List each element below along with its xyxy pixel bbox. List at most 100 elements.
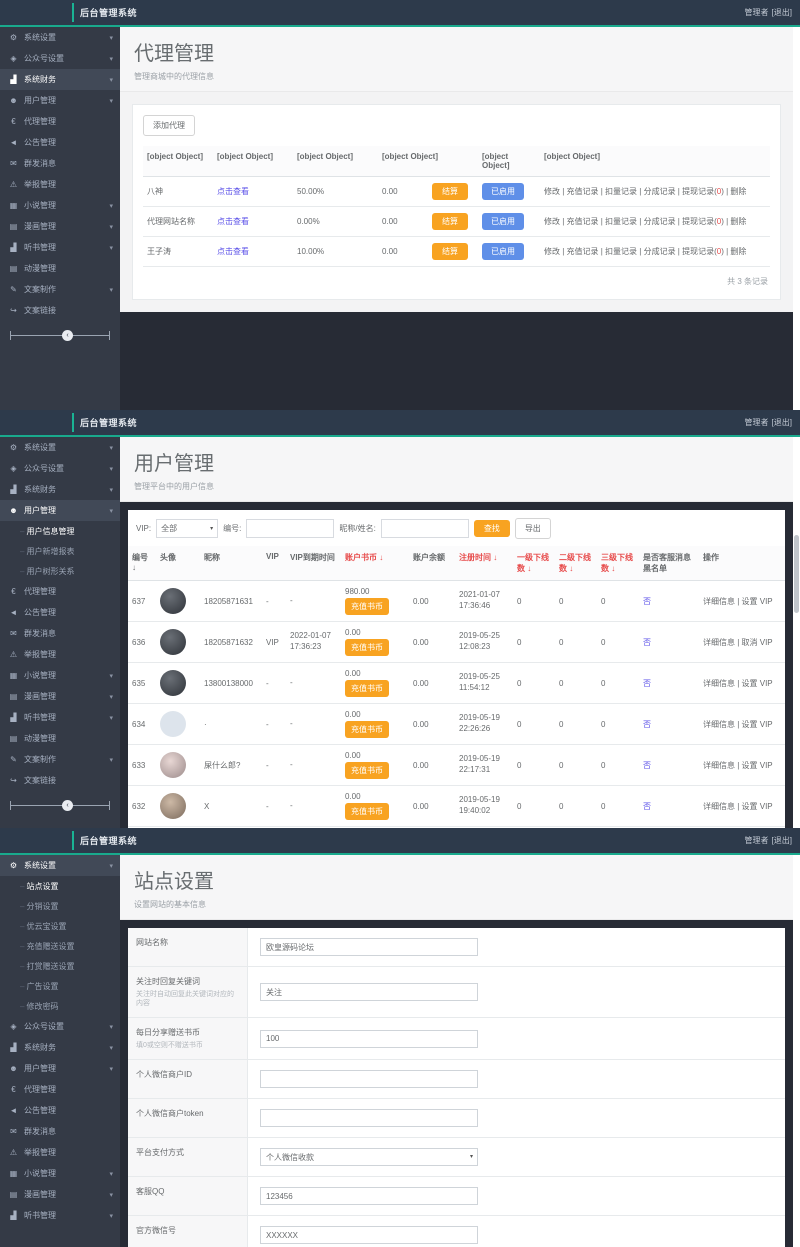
sidebar-item[interactable]: ✎ 文案制作 ▾ bbox=[0, 279, 120, 300]
sidebar-item[interactable]: ▦ 小说管理 ▾ bbox=[0, 1163, 120, 1184]
agent-action-links-tail[interactable]: ) | 删除 bbox=[721, 217, 747, 226]
sidebar-item[interactable]: 广告设置 bbox=[0, 976, 120, 996]
agent-action-links-tail[interactable]: ) | 删除 bbox=[721, 187, 747, 196]
user-action-links[interactable]: 详细信息 | 设置 VIP bbox=[703, 678, 773, 688]
sidebar-item[interactable]: ✎ 文案制作 ▾ bbox=[0, 749, 120, 770]
sidebar-item[interactable]: ▦ 小说管理 ▾ bbox=[0, 665, 120, 686]
view-qrcode-link[interactable]: 点击查看 bbox=[217, 217, 249, 226]
sidebar-item[interactable]: ◄ 公告管理 bbox=[0, 602, 120, 623]
sidebar-item[interactable]: ▟ 听书管理 ▾ bbox=[0, 237, 120, 258]
sidebar-item[interactable]: 站点设置 bbox=[0, 876, 120, 896]
sidebar-item[interactable]: ☻ 用户管理 ▾ bbox=[0, 1058, 120, 1079]
sidebar-item[interactable]: ⚙ 系统设置 ▾ bbox=[0, 27, 120, 48]
sidebar-item[interactable]: ⚠ 举报管理 bbox=[0, 1142, 120, 1163]
sidebar-item[interactable]: ⚠ 举报管理 bbox=[0, 644, 120, 665]
field-input[interactable] bbox=[260, 1148, 478, 1167]
sidebar-item[interactable]: ▦ 小说管理 ▾ bbox=[0, 195, 120, 216]
sidebar-item[interactable]: ✉ 群发消息 bbox=[0, 153, 120, 174]
field-input[interactable] bbox=[260, 1070, 478, 1089]
sidebar-item[interactable]: 充值赠送设置 bbox=[0, 936, 120, 956]
sidebar-collapse-slider[interactable] bbox=[10, 799, 110, 813]
sidebar-item[interactable]: ↪ 文案链接 bbox=[0, 300, 120, 321]
status-badge[interactable]: 已启用 bbox=[482, 183, 524, 200]
scrollbar[interactable] bbox=[793, 439, 800, 828]
sidebar-item[interactable]: ⚙ 系统设置 ▾ bbox=[0, 437, 120, 458]
recharge-coins-button[interactable]: 充值书币 bbox=[345, 721, 389, 738]
sidebar-item[interactable]: € 代理管理 bbox=[0, 111, 120, 132]
sidebar-item[interactable]: ▤ 漫画管理 ▾ bbox=[0, 216, 120, 237]
scrollbar-thumb[interactable] bbox=[794, 535, 799, 613]
sidebar-item[interactable]: ↪ 文案链接 bbox=[0, 770, 120, 791]
blacklist-toggle-link[interactable]: 否 bbox=[643, 719, 651, 729]
add-agent-button[interactable]: 添加代理 bbox=[143, 115, 195, 136]
sidebar-item[interactable]: ☻ 用户管理 ▾ bbox=[0, 500, 120, 521]
column-header[interactable]: 注册时间 ↓ bbox=[455, 546, 513, 581]
sidebar-item[interactable]: 用户信息管理 bbox=[0, 521, 120, 541]
sidebar-item[interactable]: ◄ 公告管理 bbox=[0, 132, 120, 153]
recharge-coins-button[interactable]: 充值书币 bbox=[345, 803, 389, 820]
recharge-coins-button[interactable]: 充值书币 bbox=[345, 639, 389, 656]
sidebar-item[interactable]: ◄ 公告管理 bbox=[0, 1100, 120, 1121]
blacklist-toggle-link[interactable]: 否 bbox=[643, 760, 651, 770]
sidebar-item[interactable]: ✉ 群发消息 bbox=[0, 623, 120, 644]
sidebar-item[interactable]: 修改密码 bbox=[0, 996, 120, 1016]
sidebar-item[interactable]: ▟ 听书管理 ▾ bbox=[0, 1205, 120, 1226]
sidebar-item[interactable]: ◈ 公众号设置 ▾ bbox=[0, 1016, 120, 1037]
recharge-coins-button[interactable]: 充值书币 bbox=[345, 762, 389, 779]
column-header[interactable]: 操作 bbox=[699, 546, 785, 581]
agent-action-links-tail[interactable]: ) | 删除 bbox=[721, 247, 747, 256]
sidebar-item[interactable]: ▤ 漫画管理 ▾ bbox=[0, 1184, 120, 1205]
sidebar-item[interactable]: 用户新增报表 bbox=[0, 541, 120, 561]
field-input[interactable] bbox=[260, 938, 478, 956]
column-header[interactable]: 账户余额 bbox=[409, 546, 455, 581]
column-header[interactable]: 头像 bbox=[156, 546, 200, 581]
sidebar-item[interactable]: 分销设置 bbox=[0, 896, 120, 916]
field-input[interactable] bbox=[260, 1109, 478, 1128]
column-header[interactable]: 账户书币 ↓ bbox=[341, 546, 409, 581]
blacklist-toggle-link[interactable]: 否 bbox=[643, 596, 651, 606]
user-action-links[interactable]: 详细信息 | 设置 VIP bbox=[703, 719, 773, 729]
field-input[interactable] bbox=[260, 1226, 478, 1245]
user-action-links[interactable]: 详细信息 | 设置 VIP bbox=[703, 760, 773, 770]
name-filter-input[interactable] bbox=[380, 519, 469, 538]
settle-button[interactable]: 结算 bbox=[432, 243, 468, 260]
agent-action-links[interactable]: 修改 | 充值记录 | 扣量记录 | 分成记录 | 提现记录( bbox=[544, 187, 717, 196]
column-header[interactable]: VIP bbox=[262, 546, 286, 581]
column-header[interactable]: 昵称 bbox=[200, 546, 262, 581]
sidebar-item[interactable]: ▟ 系统财务 ▾ bbox=[0, 69, 120, 90]
sidebar-item[interactable]: ⚙ 系统设置 ▾ bbox=[0, 855, 120, 876]
agent-action-links[interactable]: 修改 | 充值记录 | 扣量记录 | 分成记录 | 提现记录( bbox=[544, 247, 717, 256]
sidebar-item[interactable]: 优云宝设置 bbox=[0, 916, 120, 936]
sidebar-item[interactable]: ✉ 群发消息 bbox=[0, 1121, 120, 1142]
logout-link[interactable]: [退出] bbox=[771, 836, 792, 845]
sidebar-item[interactable]: ▟ 系统财务 ▾ bbox=[0, 479, 120, 500]
user-action-links[interactable]: 详细信息 | 设置 VIP bbox=[703, 801, 773, 811]
sidebar-item[interactable]: ◈ 公众号设置 ▾ bbox=[0, 48, 120, 69]
status-badge[interactable]: 已启用 bbox=[482, 243, 524, 260]
id-filter-input[interactable] bbox=[246, 519, 335, 538]
vip-filter-select[interactable]: 全部 ▾ bbox=[156, 519, 219, 538]
sidebar-item[interactable]: ▤ 动漫管理 bbox=[0, 258, 120, 279]
sidebar-item[interactable]: € 代理管理 bbox=[0, 1079, 120, 1100]
sidebar-item[interactable]: ▤ 动漫管理 bbox=[0, 728, 120, 749]
blacklist-toggle-link[interactable]: 否 bbox=[643, 637, 651, 647]
sidebar-item[interactable]: ☻ 用户管理 ▾ bbox=[0, 90, 120, 111]
status-badge[interactable]: 已启用 bbox=[482, 213, 524, 230]
column-header[interactable]: 一级下线数 ↓ bbox=[513, 546, 555, 581]
logout-link[interactable]: [退出] bbox=[771, 8, 792, 17]
sidebar-item[interactable]: ▟ 系统财务 ▾ bbox=[0, 1037, 120, 1058]
slider-knob[interactable] bbox=[62, 330, 73, 341]
field-input[interactable] bbox=[260, 1187, 478, 1206]
column-header[interactable]: 三级下线数 ↓ bbox=[597, 546, 639, 581]
sidebar-item[interactable]: ⚠ 举报管理 bbox=[0, 174, 120, 195]
view-qrcode-link[interactable]: 点击查看 bbox=[217, 247, 249, 256]
user-action-links[interactable]: 详细信息 | 取消 VIP bbox=[703, 637, 773, 647]
sidebar-item[interactable]: ▟ 听书管理 ▾ bbox=[0, 707, 120, 728]
settle-button[interactable]: 结算 bbox=[432, 183, 468, 200]
user-action-links[interactable]: 详细信息 | 设置 VIP bbox=[703, 596, 773, 606]
sidebar-item[interactable]: € 代理管理 bbox=[0, 581, 120, 602]
settle-button[interactable]: 结算 bbox=[432, 213, 468, 230]
column-header[interactable]: 编号 ↓ bbox=[128, 546, 156, 581]
field-input[interactable] bbox=[260, 1029, 478, 1048]
view-qrcode-link[interactable]: 点击查看 bbox=[217, 187, 249, 196]
